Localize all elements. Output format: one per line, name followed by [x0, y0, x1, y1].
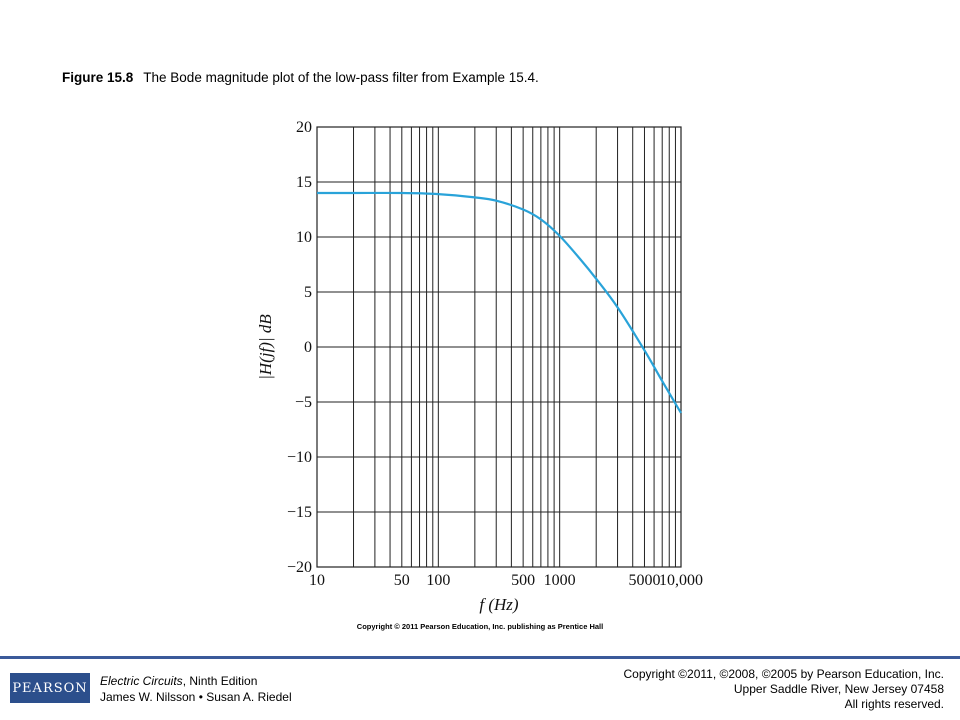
x-tick-label: 1000 [544, 572, 576, 589]
image-credit: Copyright © 2011 Pearson Education, Inc.… [356, 622, 604, 631]
y-tick-label: 5 [304, 284, 312, 301]
book-info: Electric Circuits, Ninth Edition James W… [100, 673, 292, 705]
book-authors: James W. Nilsson • Susan A. Riedel [100, 690, 292, 704]
y-tick-label: −10 [287, 449, 312, 466]
x-tick-label: 100 [426, 572, 450, 589]
magnitude-response-line [317, 191, 682, 414]
publisher-logo: PEARSON [10, 673, 90, 703]
figure-caption: Figure 15.8 The Bode magnitude plot of th… [62, 70, 539, 85]
y-tick-label: 10 [296, 229, 312, 246]
x-tick-label: 50 [394, 572, 410, 589]
y-tick-label: −20 [287, 559, 312, 576]
copyright-line-2: Upper Saddle River, New Jersey 07458 [733, 682, 944, 696]
y-tick-label: −5 [295, 394, 312, 411]
y-tick-label: 15 [296, 174, 312, 191]
copyright-line-3: All rights reserved. [844, 697, 944, 711]
x-tick-label: 5000 [628, 572, 660, 589]
x-tick-label: 10,000 [659, 572, 703, 589]
x-tick-label: 10 [309, 572, 325, 589]
x-tick-label: 500 [511, 572, 535, 589]
publisher-logo-text: PEARSON [12, 680, 88, 696]
book-edition: , Ninth Edition [182, 674, 258, 688]
y-tick-label: 0 [304, 339, 312, 356]
y-tick-label: −15 [287, 504, 312, 521]
x-axis-label: f (Hz) [479, 595, 519, 614]
y-axis-label: |H(jf)| dB [256, 314, 275, 380]
copyright-notice: Copyright ©2011, ©2008, ©2005 by Pearson… [623, 667, 944, 712]
y-tick-label: 20 [296, 119, 312, 136]
figure-number: Figure 15.8 [62, 70, 134, 85]
book-title: Electric Circuits [100, 674, 183, 688]
figure-caption-text: The Bode magnitude plot of the low-pass … [143, 70, 539, 85]
footer-divider [0, 656, 960, 659]
plot-frame [316, 126, 682, 568]
copyright-line-1: Copyright ©2011, ©2008, ©2005 by Pearson… [623, 667, 944, 681]
